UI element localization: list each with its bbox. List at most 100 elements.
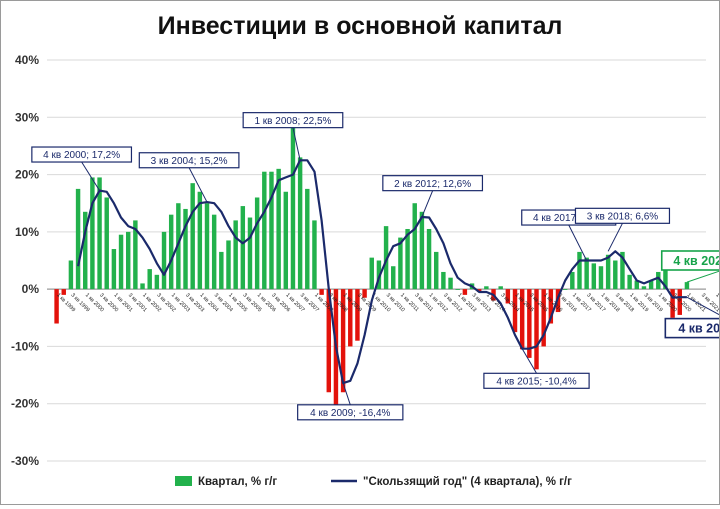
- y-tick-label: 0%: [22, 282, 40, 296]
- bar: [125, 231, 131, 290]
- bar: [434, 251, 439, 290]
- annotation-box: [483, 372, 590, 389]
- annotations: 4 кв 2000; 17,2% 3 кв 2004; 15,2% 1 кв 200…: [31, 112, 720, 421]
- y-tick-label: 30%: [15, 110, 39, 124]
- annotation: 1 кв 2008; 22,5%: [242, 112, 344, 161]
- bar: [355, 289, 360, 341]
- chart-title: Инвестиции в основной капитал: [158, 12, 563, 40]
- bar: [677, 289, 682, 315]
- bar: [197, 191, 203, 290]
- bar: [405, 228, 410, 290]
- bar: [398, 237, 403, 290]
- bar: [534, 289, 539, 370]
- bar: [233, 220, 238, 290]
- bar: [140, 283, 145, 290]
- bar: [441, 271, 446, 290]
- legend-swatch-bar: [175, 476, 192, 486]
- bar: [591, 263, 597, 290]
- bar: [519, 289, 525, 350]
- bar: [262, 171, 267, 290]
- bar: [455, 289, 460, 290]
- bar: [484, 286, 489, 290]
- bar: [254, 197, 260, 290]
- annotation-label: 4 кв 2020; 1,23%: [673, 254, 719, 268]
- bar: [240, 206, 246, 290]
- legend: Квартал, % г/г "Скользящий год" (4 кварта…: [175, 476, 572, 488]
- annotation-leader: [686, 270, 720, 283]
- bar: [61, 289, 66, 295]
- annotation-leader: [292, 127, 301, 161]
- bar: [147, 269, 152, 290]
- bar: [247, 217, 253, 290]
- bar: [634, 280, 640, 290]
- bar: [161, 231, 167, 290]
- y-tick-label: 20%: [15, 168, 39, 182]
- bar: [319, 289, 324, 295]
- annotation-label: 4 кв 2009; -16,4%: [310, 408, 390, 419]
- annotation-leader: [607, 223, 623, 252]
- bar: [584, 257, 589, 290]
- bar: [613, 260, 618, 290]
- legend-label-line: "Скользящий год" (4 квартала), % г/г: [363, 476, 572, 488]
- bar: [391, 266, 396, 290]
- annotation-label: 1 кв 2008; 22,5%: [254, 116, 331, 127]
- y-tick-label: -10%: [11, 339, 39, 353]
- bar: [498, 286, 503, 290]
- bar: [419, 211, 425, 290]
- annotation-label: 2 кв 2012; 12,6%: [394, 179, 471, 190]
- bar: [83, 211, 88, 290]
- annotation: 4 кв 2009; -16,4%: [297, 382, 404, 421]
- bar: [541, 289, 546, 347]
- bar: [670, 289, 675, 318]
- annotation-leader: [342, 382, 351, 405]
- bar: [348, 289, 353, 347]
- bar: [648, 280, 654, 290]
- y-tick-label: -20%: [11, 397, 39, 411]
- rolling-year-line: [77, 159, 687, 385]
- y-axis-tick-labels: 40% 30% 20% 10% 0% -10% -20% -30%: [11, 53, 39, 468]
- annotation: 4 кв 2015; -10,4%: [483, 348, 590, 389]
- y-tick-label: -30%: [11, 454, 39, 468]
- bar: [90, 177, 95, 290]
- annotation-label: 3 кв 2004; 15,2%: [151, 156, 228, 167]
- bar: [190, 183, 195, 290]
- annotation-label: 4 кв 2017; 5,0%: [533, 213, 605, 224]
- bar: [512, 289, 518, 333]
- annotation-leader: [421, 190, 434, 218]
- bar: [168, 214, 174, 290]
- bar: [412, 203, 417, 290]
- annotation-leader: [188, 167, 208, 203]
- bar: [154, 274, 160, 290]
- annotation-box: [660, 250, 720, 271]
- bar: [641, 286, 647, 290]
- bar: [548, 289, 554, 324]
- bar: [211, 214, 217, 290]
- bar: [118, 234, 124, 290]
- bar: [369, 257, 374, 290]
- bar: [312, 220, 317, 290]
- bar: [133, 220, 138, 290]
- bar: [269, 171, 274, 290]
- annotation-box: [382, 175, 484, 192]
- annotation-box: [574, 207, 671, 224]
- bar: [570, 271, 575, 290]
- bar: [462, 289, 468, 295]
- annotation-label: 4 кв 2020; -1,4%: [678, 322, 719, 336]
- annotation: 3 кв 2018; 6,6%: [574, 207, 671, 252]
- annotation: 2 кв 2012; 12,6%: [382, 175, 484, 218]
- y-tick-label: 10%: [15, 225, 39, 239]
- bar: [305, 188, 310, 290]
- bar: [605, 254, 611, 290]
- y-tick-label: 40%: [15, 53, 39, 67]
- annotation-label: 4 кв 2000; 17,2%: [43, 150, 120, 161]
- annotation-leader: [568, 224, 588, 261]
- bar: [290, 125, 296, 290]
- bar: [577, 251, 582, 290]
- annotation-box: [297, 404, 404, 421]
- bar: [297, 157, 303, 290]
- annotation-box: [31, 146, 133, 163]
- bar: [54, 289, 59, 324]
